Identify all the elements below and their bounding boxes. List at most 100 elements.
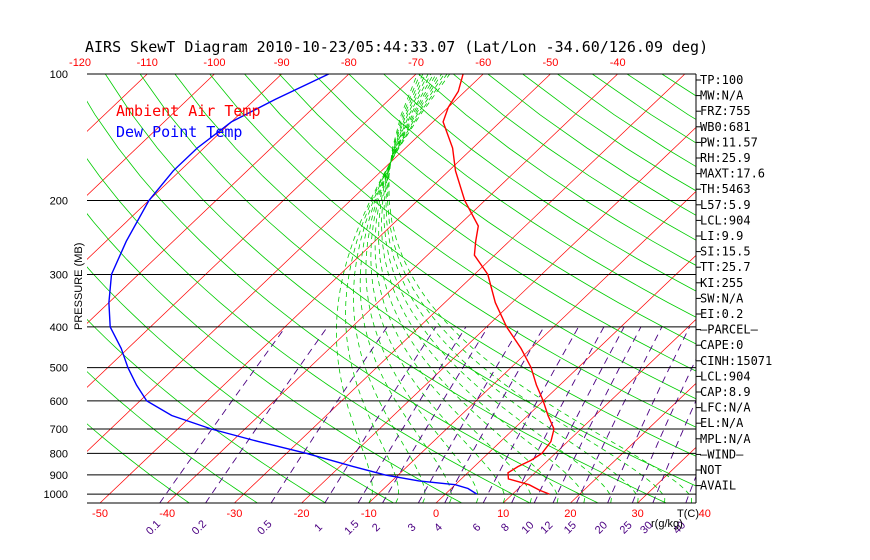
mixing-ratio-line xyxy=(444,326,545,503)
index-value: CAP:8.9 xyxy=(700,385,751,399)
index-value: EI:0.2 xyxy=(700,307,743,321)
dry-adiabat-line xyxy=(313,74,696,345)
dry-adiabat-line xyxy=(87,423,190,503)
index-value: L57:5.9 xyxy=(700,198,751,212)
isotherm-line xyxy=(0,74,13,503)
index-value: RH:25.9 xyxy=(700,151,751,165)
pressure-lines xyxy=(87,73,696,495)
mixing-ratio-tick-label: 3 xyxy=(406,521,419,534)
temperature-tick-label-bottom: -40 xyxy=(159,508,175,520)
isotherm-line xyxy=(87,74,215,196)
mixing-ratio-line xyxy=(511,326,605,503)
index-value: TT:25.7 xyxy=(700,260,751,274)
isotherm-line xyxy=(0,74,80,503)
mixing-ratio-tick-label: 12 xyxy=(538,519,555,536)
temperature-tick-label-top: -60 xyxy=(475,57,491,69)
isotherm-line xyxy=(87,74,282,260)
moist-adiabat-line xyxy=(336,74,451,503)
grid-layer xyxy=(0,74,870,503)
dry-adiabat-line xyxy=(104,74,667,503)
dry-adiabat-line xyxy=(87,213,462,503)
temperature-tick-label-top: -50 xyxy=(542,57,558,69)
mixing-ratio-tick-label: 25 xyxy=(618,519,635,536)
index-value: —WIND— xyxy=(700,447,744,461)
temperature-tick-label-bottom: 30 xyxy=(631,508,643,520)
index-value: —PARCEL— xyxy=(700,323,759,337)
x-unit-label: T(C) xyxy=(677,508,699,520)
index-value: PW:11.57 xyxy=(700,135,758,149)
temperature-tick-label-top: -40 xyxy=(610,57,626,69)
isotherm-line xyxy=(839,74,870,503)
mixing-ratio-tick-label: 0.1 xyxy=(144,518,163,537)
mixing-ratio-tick-label: 4 xyxy=(432,521,445,534)
isotherm-line xyxy=(502,318,696,503)
moist-adiabat-line xyxy=(388,74,692,503)
moist-adiabat-line xyxy=(374,74,532,503)
dry-adiabat-line xyxy=(801,74,870,503)
pressure-tick-label: 500 xyxy=(50,363,68,375)
mixing-ratio-line xyxy=(482,326,579,503)
mixing-ratio-tick-label: 15 xyxy=(562,519,579,536)
pressure-tick-label: 300 xyxy=(50,269,68,281)
dry-adiabat-line xyxy=(209,74,696,428)
temperature-tick-label-bottom: -10 xyxy=(361,508,377,520)
isotherm-line xyxy=(87,74,350,324)
mixing-ratio-line xyxy=(607,326,691,503)
mixing-ratio-unit-label: r(g/kg) xyxy=(651,518,683,530)
dry-adiabat-line xyxy=(87,158,531,503)
mixing-ratio-line xyxy=(205,326,328,503)
dry-adiabat-line xyxy=(139,74,696,487)
dry-adiabat-line xyxy=(278,74,696,372)
moist-adiabat-line xyxy=(380,74,586,503)
dry-adiabat-line xyxy=(87,266,394,503)
temperature-tick-label-bottom: -50 xyxy=(92,508,108,520)
temperature-tick-label-bottom: 40 xyxy=(699,508,711,520)
mixing-ratio-tick-label: 2 xyxy=(370,521,383,534)
isotherm-line xyxy=(301,126,696,503)
moist-adiabat-line xyxy=(352,74,445,503)
isotherm-line xyxy=(435,254,696,503)
index-value: SW:N/A xyxy=(700,291,744,305)
moist-adiabat-line xyxy=(365,74,479,503)
dry-adiabat-line xyxy=(87,318,326,503)
mixing-ratio-tick-label: 20 xyxy=(593,519,610,536)
isotherm-line xyxy=(87,74,417,388)
moist-adiabat-line xyxy=(383,74,612,503)
pressure-tick-label: 100 xyxy=(50,69,68,81)
mixing-ratio-line xyxy=(631,358,696,503)
index-value: LCL:904 xyxy=(700,213,751,227)
y-axis-label: PRESSURE (MB) xyxy=(73,243,85,330)
mixing-ratio-tick-label: 8 xyxy=(499,521,512,534)
temperature-tick-label-bottom: -30 xyxy=(226,508,242,520)
mixing-ratio-tick-label: 10 xyxy=(519,519,536,536)
dewpoint-profile-line xyxy=(108,74,478,495)
dry-adiabat-line xyxy=(348,74,696,318)
temperature-tick-label-bottom: -20 xyxy=(294,508,310,520)
pressure-tick-label: 600 xyxy=(50,396,68,408)
moist-adiabat-line xyxy=(370,74,506,503)
index-value: NOT xyxy=(700,463,722,477)
mixing-ratio-line xyxy=(417,326,521,503)
pressure-tick-label: 900 xyxy=(50,470,68,482)
temperature-tick-label-top: -100 xyxy=(203,57,225,69)
mixing-ratio-tick-label: 0.2 xyxy=(190,518,209,537)
index-value: LFC:N/A xyxy=(700,401,751,415)
index-value: SI:15.5 xyxy=(700,245,751,259)
pressure-tick-label: 800 xyxy=(50,448,68,460)
temperature-tick-label-bottom: 0 xyxy=(433,508,439,520)
mixing-ratio-line xyxy=(270,326,388,503)
index-value: AVAIL xyxy=(700,479,736,493)
temperature-tick-label-bottom: 10 xyxy=(497,508,509,520)
isotherm-line xyxy=(570,382,696,503)
pressure-tick-label: 200 xyxy=(50,195,68,207)
pressure-tick-label: 400 xyxy=(50,322,68,334)
mixing-ratio-tick-label: 0.5 xyxy=(255,518,274,537)
mixing-ratio-line xyxy=(576,326,663,503)
temperature-tick-label-top: -90 xyxy=(274,57,290,69)
temperature-tick-label-top: -110 xyxy=(137,57,158,69)
dry-adiabat-line xyxy=(174,74,696,457)
moist-adiabat-line xyxy=(387,74,666,503)
mixing-ratio-tick-label: 1.5 xyxy=(342,518,361,537)
index-value: KI:255 xyxy=(700,276,743,290)
